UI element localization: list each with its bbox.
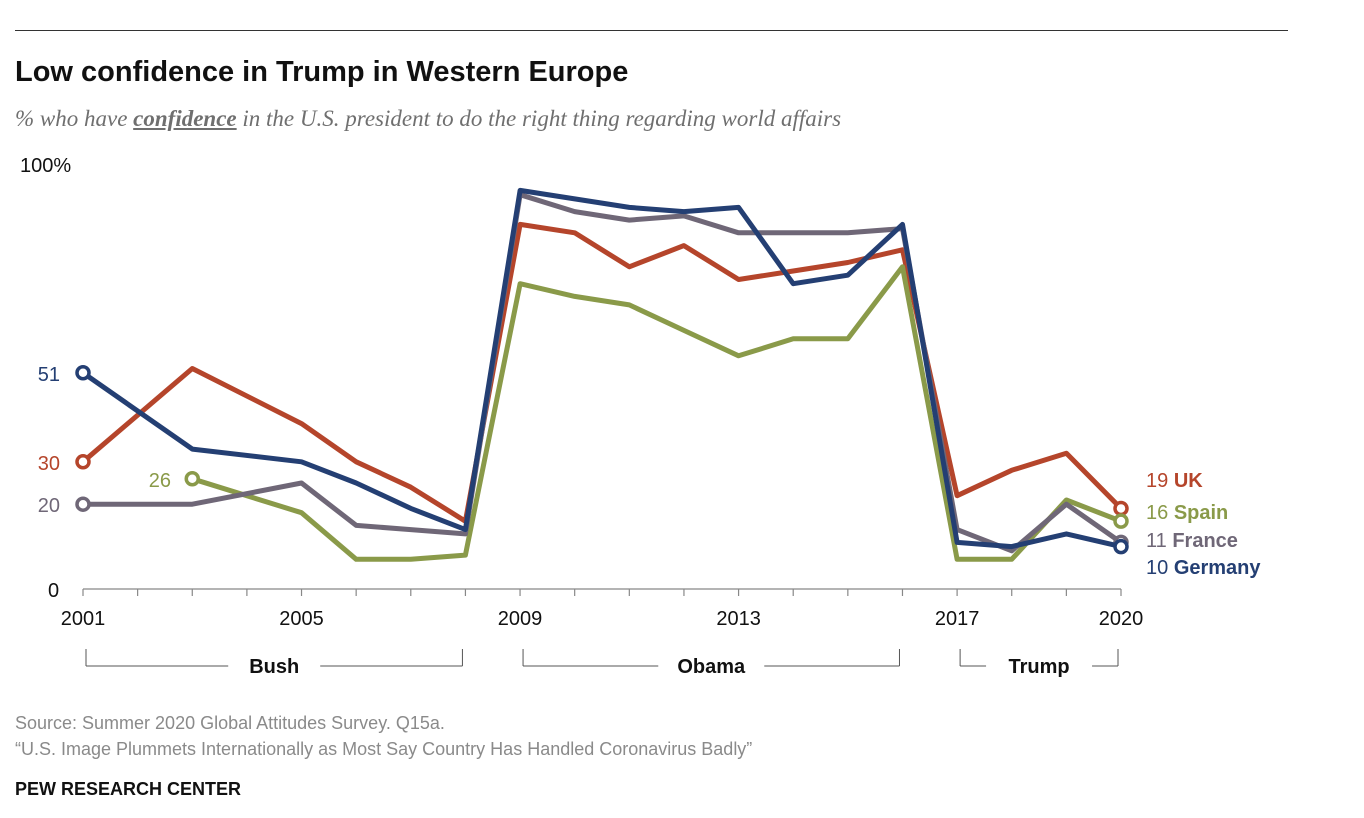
era-label-bush: Bush <box>249 656 299 678</box>
end-label-spain: 16 Spain <box>1146 502 1228 524</box>
top-rule <box>15 30 1288 31</box>
subtitle-emphasis: confidence <box>133 106 237 131</box>
end-marker-germany <box>1113 538 1129 555</box>
end-label-value-germany: 10 <box>1146 557 1174 579</box>
end-label-germany: 10 Germany <box>1146 557 1261 579</box>
end-label-name-uk: UK <box>1174 470 1203 492</box>
series-line-germany <box>80 187 1124 550</box>
end-label-uk: 19 UK <box>1146 470 1203 492</box>
start-marker-france <box>75 496 91 512</box>
series-line-france <box>80 192 1124 554</box>
x-tick-label-2001: 2001 <box>61 608 106 630</box>
start-label-france: 20 <box>38 495 60 517</box>
end-label-name-germany: Germany <box>1174 557 1262 579</box>
end-label-france: 11 France <box>1146 530 1238 552</box>
end-marker-spain <box>1113 513 1129 529</box>
series-line-uk <box>80 221 1124 524</box>
subtitle-post: in the U.S. president to do the right th… <box>236 106 842 131</box>
x-tick-label-2013: 2013 <box>716 608 761 630</box>
chart-title: Low confidence in Trump in Western Europ… <box>15 56 629 88</box>
report-title: “U.S. Image Plummets Internationally as … <box>15 739 753 759</box>
end-label-value-france: 11 <box>1146 530 1172 552</box>
end-label-name-france: France <box>1172 530 1238 552</box>
end-label-value-spain: 16 <box>1146 502 1174 524</box>
y-axis-zero-label: 0 <box>48 580 59 602</box>
brand-logo-text: PEW RESEARCH CENTER <box>15 779 242 799</box>
source-note: Source: Summer 2020 Global Attitudes Sur… <box>15 713 445 733</box>
x-tick-label-2020: 2020 <box>1099 608 1144 630</box>
end-marker-uk <box>1113 500 1129 517</box>
start-label-uk: 30 <box>38 453 60 475</box>
series-line-spain <box>189 264 1124 562</box>
chart-subtitle: % who have confidence in the U.S. presid… <box>15 106 841 132</box>
y-axis-top-label: 100% <box>20 155 71 177</box>
subtitle-pre: % who have <box>15 106 134 131</box>
end-label-value-uk: 19 <box>1146 470 1174 492</box>
era-label-trump: Trump <box>1008 656 1069 678</box>
start-marker-germany <box>75 365 91 381</box>
x-tick-label-2005: 2005 <box>279 608 324 630</box>
start-marker-spain <box>184 471 201 487</box>
start-label-germany: 51 <box>38 364 60 386</box>
start-label-spain: 26 <box>149 470 171 492</box>
start-marker-uk <box>75 454 91 470</box>
end-label-name-spain: Spain <box>1174 502 1228 524</box>
era-label-obama: Obama <box>677 656 746 678</box>
x-tick-label-2017: 2017 <box>935 608 980 630</box>
x-tick-label-2009: 2009 <box>498 608 543 630</box>
